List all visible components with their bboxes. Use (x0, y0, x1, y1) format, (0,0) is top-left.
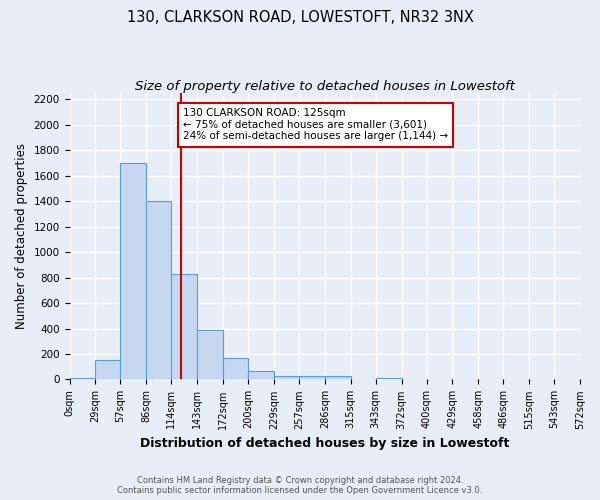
Text: 130 CLARKSON ROAD: 125sqm
← 75% of detached houses are smaller (3,601)
24% of se: 130 CLARKSON ROAD: 125sqm ← 75% of detac… (183, 108, 448, 142)
Text: 130, CLARKSON ROAD, LOWESTOFT, NR32 3NX: 130, CLARKSON ROAD, LOWESTOFT, NR32 3NX (127, 10, 473, 25)
Title: Size of property relative to detached houses in Lowestoft: Size of property relative to detached ho… (135, 80, 515, 93)
X-axis label: Distribution of detached houses by size in Lowestoft: Distribution of detached houses by size … (140, 437, 509, 450)
Y-axis label: Number of detached properties: Number of detached properties (15, 143, 28, 329)
Text: Contains HM Land Registry data © Crown copyright and database right 2024.
Contai: Contains HM Land Registry data © Crown c… (118, 476, 482, 495)
Bar (197, 330, 223, 380)
Bar (121, 163, 146, 380)
Bar (325, 376, 350, 380)
Bar (171, 274, 197, 380)
Bar (223, 358, 248, 380)
Bar (274, 376, 299, 380)
Bar (299, 376, 325, 380)
Bar (70, 378, 95, 380)
Bar (248, 371, 274, 380)
Bar (95, 360, 121, 380)
Bar (146, 201, 171, 380)
Bar (376, 378, 401, 380)
